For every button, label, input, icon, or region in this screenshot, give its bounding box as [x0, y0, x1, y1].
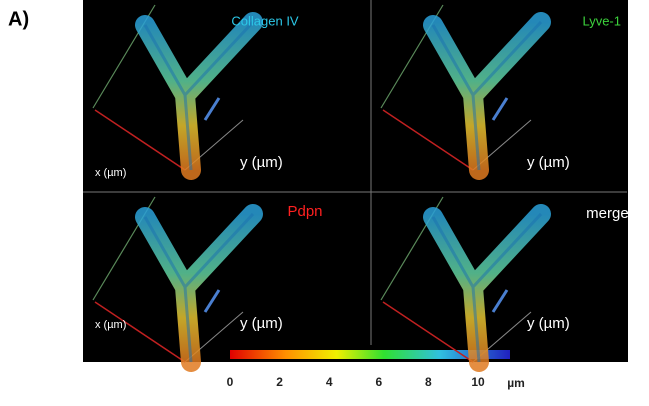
channel-label: Collagen IV [231, 13, 299, 28]
x-axis-label: x (µm) [95, 319, 126, 331]
page: A) Collagen IV y (µm) x (µm) Lyve-1 y (µm) Pd… [0, 0, 649, 406]
colorbar-unit: µm [507, 376, 525, 390]
channel-label: Lyve-1 [582, 13, 621, 28]
channel-label: merged [586, 205, 637, 222]
colorbar-tick-label: 10 [471, 375, 485, 389]
y-axis-label: y (µm) [527, 315, 570, 332]
y-axis-label: y (µm) [527, 154, 570, 171]
colorbar-tick-label: 0 [227, 375, 234, 389]
colorbar-tick-label: 6 [375, 375, 382, 389]
x-axis-label: x (µm) [95, 167, 126, 179]
figure: A) Collagen IV y (µm) x (µm) Lyve-1 y (µm) Pd… [0, 0, 649, 401]
panel-label: A) [8, 8, 29, 30]
y-axis-label: y (µm) [240, 154, 283, 171]
colorbar-tick-label: 8 [425, 375, 432, 389]
y-axis-label: y (µm) [240, 315, 283, 332]
colorbar-tick-label: 2 [276, 375, 283, 389]
channel-label: Pdpn [287, 203, 322, 220]
colorbar [230, 350, 510, 359]
colorbar-tick-label: 4 [326, 375, 333, 389]
